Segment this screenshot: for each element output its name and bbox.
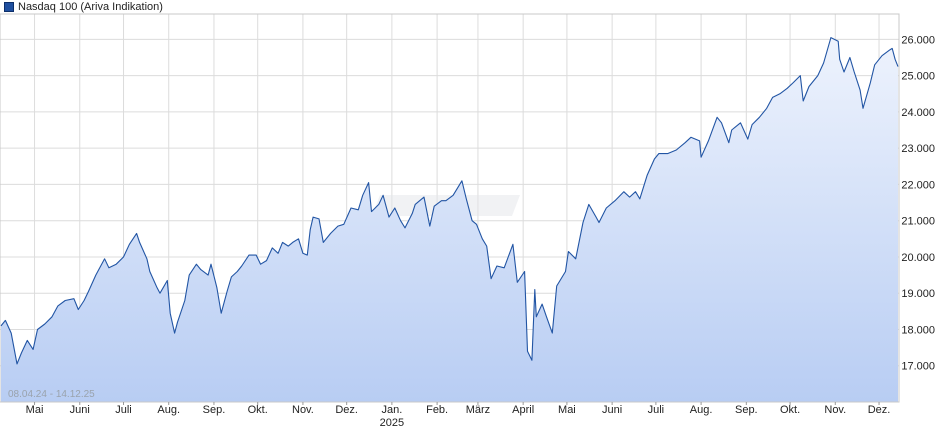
x-tick-label: Okt. [248, 404, 268, 416]
x-tick-label: Sep. [203, 404, 226, 416]
x-tick-label: Juni [70, 404, 90, 416]
x-tick-label: Dez. [335, 404, 358, 416]
x-year-label: 2025 [380, 417, 404, 429]
x-tick-label: Mai [26, 404, 44, 416]
y-tick-label: 20.000 [901, 252, 935, 264]
y-tick-label: 24.000 [901, 107, 935, 119]
x-tick-label: Sep. [735, 404, 758, 416]
x-axis: Mai Juni Juli Aug. Sep. Okt. Nov. Dez. Jan.2025 F… [26, 402, 891, 429]
legend-label: Nasdaq 100 (Ariva Indikation) [18, 1, 163, 13]
x-tick-label: Okt. [780, 404, 800, 416]
y-tick-label: 19.000 [901, 288, 935, 300]
y-tick-label: 17.000 [901, 361, 935, 373]
legend: Nasdaq 100 (Ariva Indikation) [4, 0, 163, 14]
y-axis: 17.000 18.000 19.000 20.000 21.000 22.000 23.0… [901, 34, 935, 372]
y-tick-label: 26.000 [901, 34, 935, 46]
price-series [0, 37, 899, 402]
x-tick-label: Juni [602, 404, 622, 416]
x-tick-label: Nov. [824, 404, 846, 416]
y-tick-label: 18.000 [901, 324, 935, 336]
x-tick-label: Aug. [157, 404, 180, 416]
x-tick-label: Jan. [381, 404, 402, 416]
x-tick-label: März [466, 404, 490, 416]
x-tick-label: Juli [115, 404, 132, 416]
series-area-fill [1, 37, 898, 402]
x-tick-label: Aug. [690, 404, 713, 416]
plot-frame [0, 13, 900, 403]
x-tick-label: Nov. [292, 404, 314, 416]
y-tick-label: 23.000 [901, 143, 935, 155]
x-tick-label: Juli [648, 404, 665, 416]
legend-swatch [4, 2, 14, 12]
x-tick-label: April [512, 404, 534, 416]
x-tick-label: Feb. [426, 404, 448, 416]
series-line [0, 37, 899, 365]
x-tick-label: Mai [558, 404, 576, 416]
y-tick-label: 21.000 [901, 216, 935, 228]
x-tick-label: Dez. [868, 404, 891, 416]
date-range-label: 08.04.24 - 14.12.25 [8, 389, 95, 400]
y-tick-label: 22.000 [901, 179, 935, 191]
y-tick-label: 25.000 [901, 71, 935, 83]
